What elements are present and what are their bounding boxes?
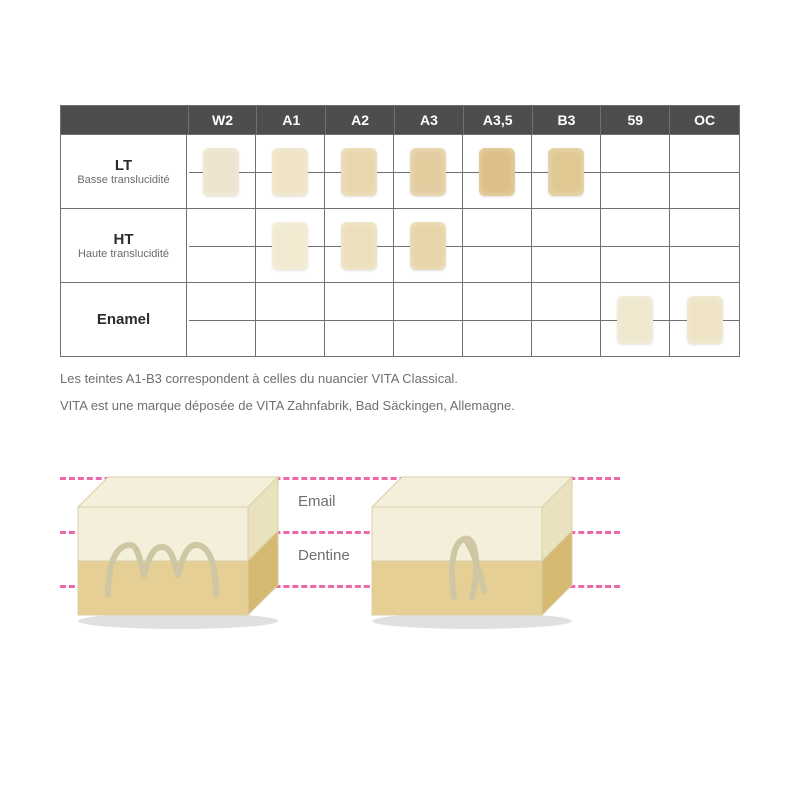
cell	[601, 135, 670, 208]
cell	[256, 283, 325, 356]
shade-swatch	[410, 222, 446, 270]
cell	[670, 283, 739, 356]
header-blank	[61, 106, 189, 134]
col-header: OC	[670, 106, 739, 134]
block-diagram: Email Dentine	[60, 453, 620, 653]
shade-swatch	[548, 148, 584, 196]
col-header: A3,5	[464, 106, 533, 134]
table-row: HTHaute translucidité	[61, 208, 739, 282]
row-sub: Basse translucidité	[77, 174, 169, 186]
col-header: B3	[533, 106, 602, 134]
shade-swatch	[687, 296, 723, 344]
cell	[187, 283, 256, 356]
footnote: Les teintes A1-B3 correspondent à celles…	[60, 371, 740, 386]
col-header: 59	[601, 106, 670, 134]
table-header: W2A1A2A3A3,5B359OC	[61, 106, 739, 134]
shade-swatch	[272, 222, 308, 270]
col-header: W2	[189, 106, 258, 134]
col-header: A3	[395, 106, 464, 134]
label-dentine: Dentine	[298, 547, 350, 564]
shade-swatch	[617, 296, 653, 344]
row-abbr: LT	[115, 157, 132, 174]
cell	[325, 135, 394, 208]
cell	[256, 209, 325, 282]
row-abbr: HT	[114, 231, 134, 248]
cell	[256, 135, 325, 208]
shade-swatch	[203, 148, 239, 196]
cell	[187, 209, 256, 282]
cell	[394, 209, 463, 282]
cell	[463, 209, 532, 282]
cell	[463, 283, 532, 356]
footnotes: Les teintes A1-B3 correspondent à celles…	[60, 371, 740, 413]
label-email: Email	[298, 493, 336, 510]
ceramic-block	[372, 477, 582, 622]
row-label: LTBasse translucidité	[61, 135, 187, 208]
cell	[670, 209, 739, 282]
shade-table: W2A1A2A3A3,5B359OC LTBasse translucidité…	[60, 105, 740, 357]
cell	[325, 209, 394, 282]
cell	[394, 283, 463, 356]
shade-swatch	[341, 222, 377, 270]
table-row: Enamel	[61, 282, 739, 356]
row-sub: Haute translucidité	[78, 248, 169, 260]
shade-swatch	[410, 148, 446, 196]
cell	[601, 209, 670, 282]
cell	[601, 283, 670, 356]
shade-swatch	[479, 148, 515, 196]
cell	[325, 283, 394, 356]
shade-swatch	[341, 148, 377, 196]
row-label: Enamel	[61, 283, 187, 356]
row-abbr: Enamel	[97, 311, 150, 328]
ceramic-block	[78, 477, 288, 622]
shade-swatch	[272, 148, 308, 196]
cell	[463, 135, 532, 208]
cell	[532, 209, 601, 282]
col-header: A1	[257, 106, 326, 134]
footnote: VITA est une marque déposée de VITA Zahn…	[60, 398, 740, 413]
cell	[532, 135, 601, 208]
cell	[670, 135, 739, 208]
row-label: HTHaute translucidité	[61, 209, 187, 282]
table-row: LTBasse translucidité	[61, 134, 739, 208]
cell	[394, 135, 463, 208]
cell	[532, 283, 601, 356]
col-header: A2	[326, 106, 395, 134]
cell	[187, 135, 256, 208]
